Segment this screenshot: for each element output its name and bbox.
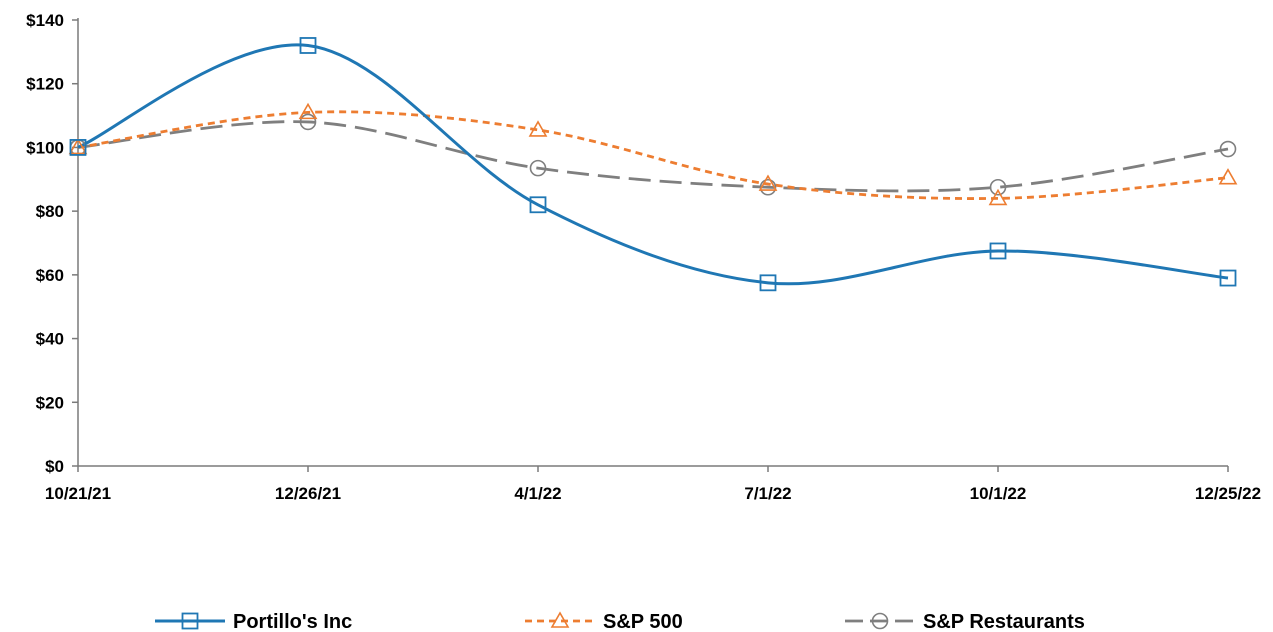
series-line-triangle xyxy=(77,110,1229,200)
series-line-circle xyxy=(77,120,1229,193)
x-tick-label: 10/1/22 xyxy=(970,484,1027,503)
data-point-square xyxy=(759,274,777,292)
y-tick-label: $140 xyxy=(26,11,64,30)
legend: Portillo's Inc S&P 500 S&P Restaurants xyxy=(155,611,1085,632)
y-tick-label: $80 xyxy=(36,202,64,221)
x-tick-label: 7/1/22 xyxy=(744,484,791,503)
y-tick-label: $100 xyxy=(26,138,64,157)
legend-label: S&P Restaurants xyxy=(923,611,1085,632)
series-lines xyxy=(77,43,1229,286)
y-tick-label: $40 xyxy=(36,330,64,349)
x-tick-label: 10/21/21 xyxy=(45,484,111,503)
legend-item: S&P 500 xyxy=(525,611,683,632)
legend-label: S&P 500 xyxy=(603,611,683,632)
data-point-circle xyxy=(989,178,1007,196)
data-point-triangle xyxy=(528,120,548,137)
y-tick-label: $20 xyxy=(36,393,64,412)
data-point-circle xyxy=(1219,140,1237,158)
x-tick-label: 12/25/22 xyxy=(1195,484,1261,503)
data-point-square xyxy=(69,139,87,156)
series-line-square xyxy=(77,43,1229,286)
x-tick-label: 4/1/22 xyxy=(514,484,561,503)
data-point-triangle xyxy=(988,188,1008,206)
data-point-square xyxy=(299,37,317,54)
data-point-circle xyxy=(759,178,777,196)
y-tick-label: $0 xyxy=(45,457,64,476)
data-point-circle xyxy=(529,159,547,177)
series-markers xyxy=(68,37,1238,292)
legend-marker xyxy=(871,612,889,630)
data-point-square xyxy=(1219,269,1237,287)
legend-marker xyxy=(181,612,199,630)
data-point-square xyxy=(989,242,1007,260)
legend-label: Portillo's Inc xyxy=(233,611,352,632)
data-point-triangle xyxy=(1218,168,1238,185)
data-point-triangle xyxy=(298,102,318,120)
y-tick-label: $60 xyxy=(36,266,64,285)
x-tick-label: 12/26/21 xyxy=(275,484,341,503)
data-point-circle xyxy=(299,113,317,131)
y-tick-label: $120 xyxy=(26,75,64,94)
data-point-triangle xyxy=(758,174,778,191)
legend-marker xyxy=(550,611,570,628)
data-point-triangle xyxy=(68,137,88,155)
legend-item: S&P Restaurants xyxy=(845,611,1085,632)
axes: $0 $20 $40 $60 $80 $100 $120 $140 10/21/21 12/26/… xyxy=(26,11,1261,503)
data-point-square xyxy=(529,196,547,214)
legend-item: Portillo's Inc xyxy=(155,611,352,632)
